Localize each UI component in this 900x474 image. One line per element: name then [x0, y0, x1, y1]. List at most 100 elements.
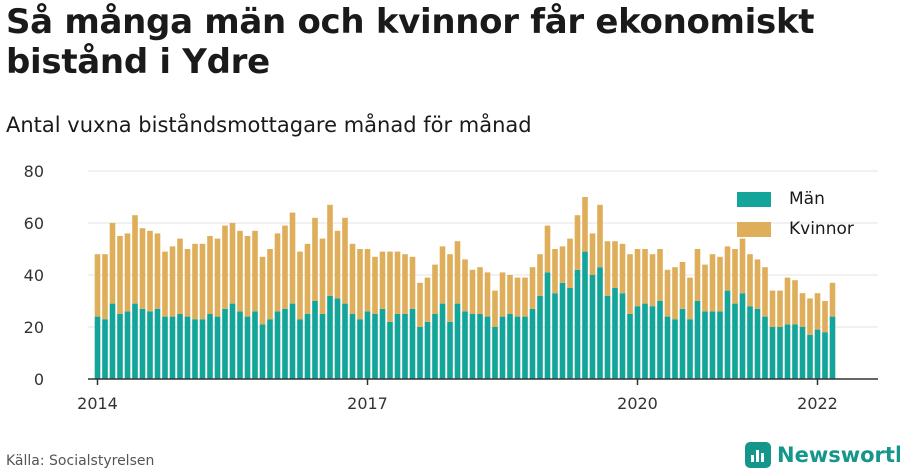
bar-men	[192, 319, 198, 379]
bar-women	[252, 230, 258, 312]
bar-men	[169, 316, 176, 379]
bar-women	[739, 238, 746, 294]
bar-men	[634, 306, 641, 379]
bar-men	[139, 308, 146, 379]
x-tick-label: 2014	[77, 394, 118, 413]
bar-men	[424, 321, 431, 379]
bar-men	[597, 267, 603, 379]
bar-men	[102, 319, 108, 379]
bar-women	[379, 251, 386, 309]
bar-women	[319, 238, 326, 314]
bar-women	[657, 249, 663, 301]
bar-men	[657, 301, 663, 379]
y-tick-label: 0	[34, 370, 44, 389]
bar-men	[364, 311, 371, 379]
bar-men	[357, 319, 363, 379]
bar-women	[289, 212, 296, 304]
bar-women	[492, 290, 498, 327]
bar-men	[822, 332, 828, 379]
bar-women	[672, 267, 678, 320]
bar-men	[724, 290, 731, 379]
bar-men	[372, 314, 378, 379]
bar-men	[409, 308, 416, 379]
legend: Män Kvinnor	[737, 184, 854, 244]
bar-men	[807, 334, 813, 379]
bar-women	[94, 254, 101, 317]
bar-men	[679, 308, 686, 379]
bar-men	[492, 327, 498, 379]
bar-men	[109, 303, 116, 379]
bar-women	[117, 236, 123, 314]
bar-women	[537, 254, 543, 296]
stacked-bar-chart: 0 20 40 60 80 2014 2017 2020 2022	[24, 162, 878, 413]
bar-men	[477, 314, 483, 379]
bar-women	[162, 251, 168, 317]
legend-swatch-men	[737, 191, 771, 207]
bar-women	[642, 249, 648, 304]
bar-women	[357, 249, 363, 320]
bar-women	[822, 301, 828, 333]
bar-women	[402, 254, 408, 314]
bar-men	[147, 311, 153, 379]
bar-women	[529, 267, 536, 309]
bar-men	[799, 327, 806, 379]
x-tick-label: 2022	[797, 394, 838, 413]
bar-men	[237, 311, 243, 379]
bar-men	[522, 316, 528, 379]
bar-men	[117, 314, 123, 379]
bar-women	[424, 277, 431, 322]
legend-item-men: Män	[737, 184, 854, 214]
bar-men	[297, 319, 303, 379]
bar-women	[282, 225, 288, 309]
bar-women	[559, 246, 566, 283]
legend-item-women: Kvinnor	[737, 214, 854, 244]
bar-men	[574, 269, 581, 379]
bar-men	[739, 293, 746, 379]
bar-women	[229, 223, 236, 304]
bar-men	[589, 275, 596, 379]
bar-men	[454, 303, 461, 379]
bar-men	[274, 311, 281, 379]
bar-men	[469, 314, 476, 379]
bar-women	[597, 204, 603, 268]
bar-men	[394, 314, 401, 379]
bar-women	[304, 243, 311, 314]
bar-men	[484, 316, 491, 379]
bar-women	[724, 246, 731, 291]
bar-men	[312, 301, 318, 379]
bar-men	[604, 295, 611, 379]
bar-women	[394, 251, 401, 314]
bar-men	[124, 311, 131, 379]
bar-men	[754, 308, 761, 379]
newsworthy-logo[interactable]: Newsworthy	[745, 442, 900, 468]
bar-men	[207, 314, 213, 379]
bar-men	[379, 308, 386, 379]
bar-women	[507, 275, 513, 314]
bar-women	[567, 238, 573, 288]
bar-men	[387, 321, 393, 379]
bar-women	[124, 233, 131, 312]
bar-women	[747, 254, 753, 307]
bar-men	[177, 314, 183, 379]
x-tick-label: 2020	[617, 394, 658, 413]
bar-men	[252, 311, 258, 379]
bar-men	[544, 272, 551, 379]
bar-men	[154, 308, 161, 379]
bar-women	[544, 225, 551, 273]
bar-women	[514, 277, 521, 317]
bar-men	[567, 288, 573, 379]
bar-women	[649, 254, 656, 307]
bar-women	[717, 256, 723, 312]
bar-women	[334, 230, 341, 299]
bar-women	[799, 293, 806, 327]
bar-men	[214, 316, 221, 379]
bar-men	[289, 303, 296, 379]
bar-men	[762, 316, 768, 379]
bar-women	[199, 243, 206, 320]
bar-women	[184, 249, 191, 317]
bar-men	[732, 303, 738, 379]
bar-men	[282, 308, 288, 379]
bar-women	[372, 256, 378, 314]
chart-title: Så många män och kvinnor får ekonomiskt …	[6, 2, 815, 82]
bar-men	[694, 301, 701, 379]
